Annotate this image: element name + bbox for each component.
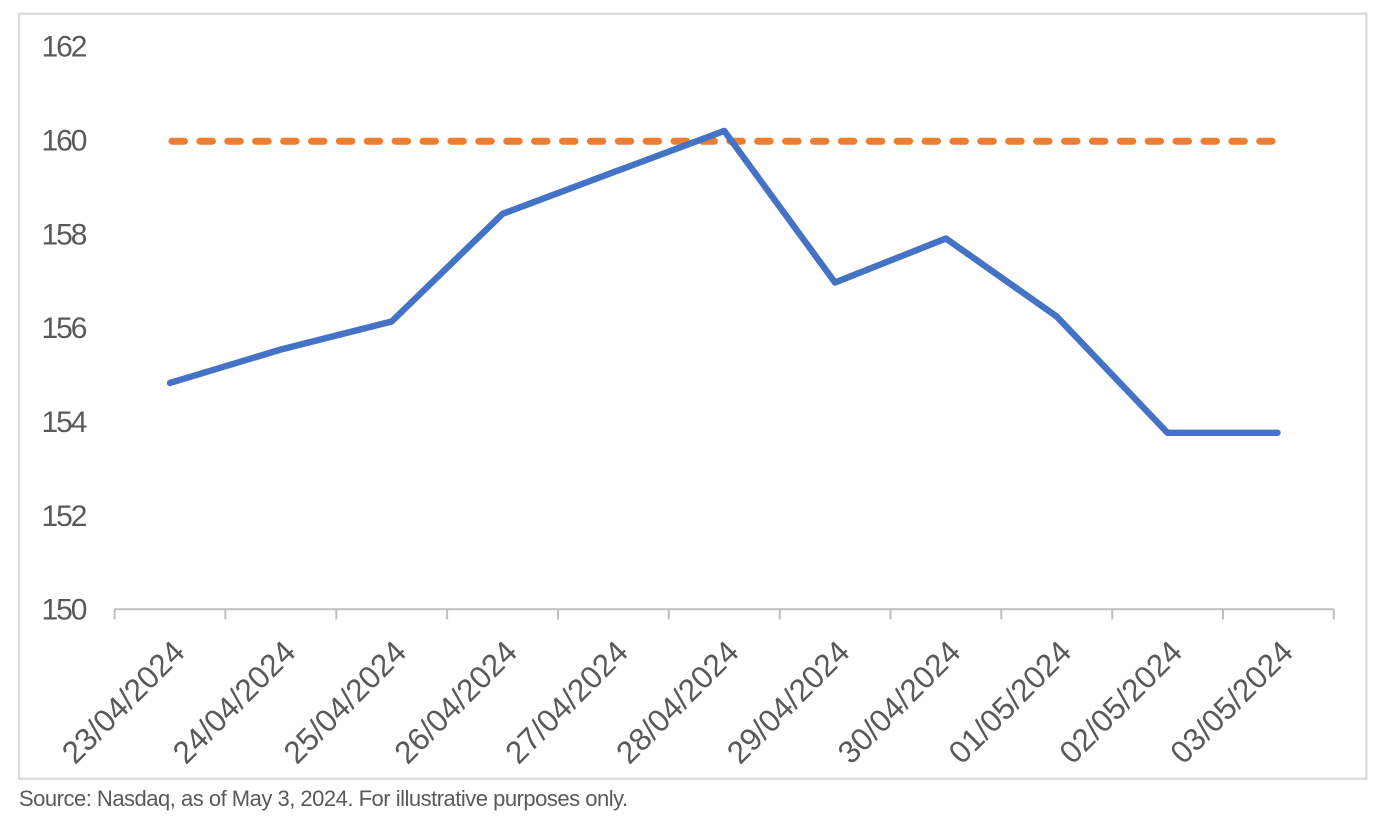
svg-text:162: 162 (41, 31, 86, 64)
svg-text:156: 156 (41, 312, 86, 345)
svg-text:158: 158 (41, 218, 86, 251)
svg-text:150: 150 (41, 594, 86, 627)
svg-text:154: 154 (41, 406, 86, 439)
svg-text:152: 152 (41, 500, 86, 533)
svg-text:Source: Nasdaq, as of May 3, 2: Source: Nasdaq, as of May 3, 2024. For i… (19, 786, 628, 811)
svg-text:160: 160 (41, 125, 86, 158)
